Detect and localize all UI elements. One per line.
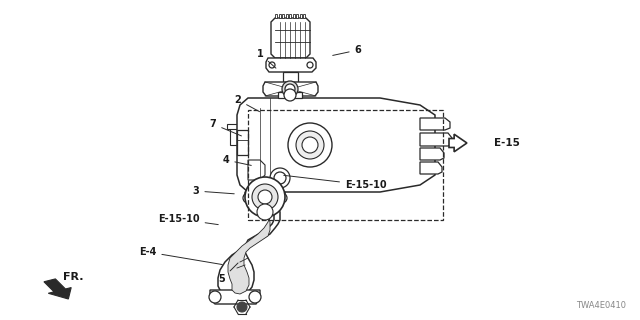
Polygon shape: [285, 14, 287, 18]
Polygon shape: [271, 18, 310, 58]
Ellipse shape: [243, 193, 253, 203]
Ellipse shape: [252, 184, 278, 210]
Polygon shape: [420, 162, 442, 174]
Ellipse shape: [270, 168, 290, 188]
Ellipse shape: [285, 84, 295, 94]
Text: 7: 7: [210, 119, 241, 136]
Polygon shape: [248, 160, 265, 180]
Polygon shape: [278, 14, 280, 18]
Ellipse shape: [282, 81, 298, 97]
Polygon shape: [237, 98, 435, 192]
Text: 6: 6: [333, 45, 362, 55]
Bar: [248, 110, 443, 220]
Polygon shape: [296, 14, 298, 18]
Polygon shape: [282, 14, 284, 18]
Polygon shape: [289, 14, 291, 18]
Text: E-15: E-15: [494, 138, 520, 148]
Polygon shape: [278, 92, 302, 98]
Text: 4: 4: [223, 155, 252, 165]
Text: FR.: FR.: [63, 272, 83, 282]
Text: 3: 3: [193, 186, 234, 196]
Ellipse shape: [288, 123, 332, 167]
Polygon shape: [283, 72, 298, 82]
Polygon shape: [275, 14, 277, 18]
Ellipse shape: [245, 177, 285, 217]
Polygon shape: [230, 128, 237, 145]
FancyArrow shape: [44, 279, 71, 299]
Polygon shape: [420, 133, 452, 146]
Polygon shape: [420, 118, 450, 130]
Ellipse shape: [284, 89, 296, 101]
Text: 5: 5: [219, 263, 238, 284]
Ellipse shape: [209, 291, 221, 303]
Text: 2: 2: [235, 95, 260, 112]
Ellipse shape: [274, 172, 286, 184]
Polygon shape: [227, 124, 240, 129]
Ellipse shape: [277, 193, 287, 203]
Ellipse shape: [257, 204, 273, 220]
Polygon shape: [420, 148, 444, 160]
Ellipse shape: [269, 62, 275, 68]
Text: 1: 1: [257, 49, 276, 68]
Ellipse shape: [307, 62, 313, 68]
Text: E-15-10: E-15-10: [158, 214, 218, 225]
Polygon shape: [303, 14, 305, 18]
Polygon shape: [237, 130, 248, 155]
Text: E-15-10: E-15-10: [284, 175, 387, 190]
Ellipse shape: [237, 302, 247, 312]
Polygon shape: [292, 14, 294, 18]
Ellipse shape: [258, 190, 272, 204]
Polygon shape: [266, 58, 316, 72]
Polygon shape: [263, 82, 318, 96]
Polygon shape: [300, 14, 301, 18]
Polygon shape: [210, 290, 260, 304]
Ellipse shape: [302, 137, 318, 153]
Ellipse shape: [296, 131, 324, 159]
FancyArrow shape: [449, 134, 467, 152]
Polygon shape: [218, 208, 280, 296]
Text: E-4: E-4: [139, 247, 222, 265]
Polygon shape: [228, 212, 270, 294]
Polygon shape: [245, 192, 285, 204]
Ellipse shape: [249, 291, 261, 303]
Text: TWA4E0410: TWA4E0410: [576, 301, 626, 310]
